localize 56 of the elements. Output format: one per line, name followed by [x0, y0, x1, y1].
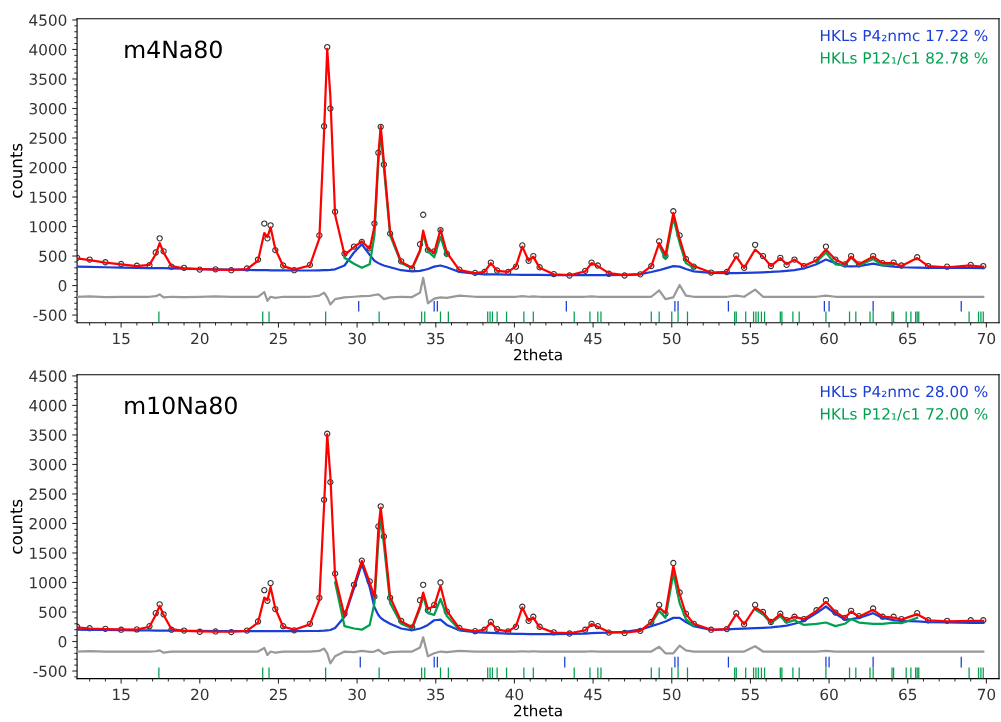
y-tick-label: 2500 — [29, 488, 67, 500]
y-tick-label: 2000 — [29, 517, 67, 530]
y-tick-label: 3500 — [29, 73, 67, 85]
x-tick-label: 70 — [977, 332, 996, 345]
x-tick-label: 50 — [663, 332, 681, 345]
y-tick-label: 4500 — [29, 14, 67, 26]
y-tick-label: 4000 — [29, 399, 67, 412]
y-tick-label: -500 — [33, 665, 67, 678]
y-tick-label: 3500 — [29, 429, 67, 441]
y-tick-label: 4500 — [29, 370, 67, 382]
x-tick-label: 15 — [113, 332, 130, 345]
x-tick-label: 70 — [977, 688, 996, 701]
x-tick-label: 45 — [584, 688, 602, 701]
x-tick-label: 55 — [741, 688, 759, 701]
y-axis-title: counts — [10, 143, 23, 198]
x-tick-label: 15 — [113, 688, 130, 701]
x-tick-label: 35 — [427, 332, 445, 345]
y-axis-title: counts — [10, 499, 23, 554]
y-tick-label: -500 — [33, 309, 67, 322]
x-tick-label: 20 — [191, 688, 209, 701]
x-tick-label: 65 — [899, 688, 917, 701]
text: m10Na80 — [125, 396, 237, 415]
text: HKLs P4₂nmc 17.22 % — [820, 29, 988, 42]
text: HKLs P4₂nmc 28.00 % — [820, 385, 988, 398]
x-tick-label: 30 — [348, 332, 366, 345]
y-tick-label: 3000 — [29, 102, 67, 115]
y-tick-label: 1000 — [30, 576, 67, 589]
x-tick-label: 35 — [427, 688, 445, 701]
y-tick-label: 1500 — [30, 547, 67, 559]
y-tick-label: 500 — [39, 250, 67, 263]
text: m4Na80 — [125, 40, 222, 59]
y-tick-label: 500 — [39, 606, 67, 619]
text: HKLs P12₁/c1 72.00 % — [820, 408, 988, 421]
x-tick-label: 40 — [505, 688, 524, 701]
x-tick-label: 40 — [505, 332, 524, 345]
y-tick-label: 2000 — [29, 161, 67, 174]
x-tick-label: 65 — [899, 332, 917, 345]
y-tick-label: 1000 — [30, 220, 67, 233]
y-tick-label: 0 — [58, 635, 67, 648]
y-tick-label: 1500 — [30, 191, 67, 204]
x-tick-label: 60 — [820, 688, 838, 701]
x-tick-label: 55 — [741, 332, 759, 345]
y-tick-label: 2500 — [29, 132, 67, 145]
y-tick-label: 4000 — [29, 43, 67, 56]
x-tick-label: 45 — [584, 332, 602, 345]
x-tick-label: 30 — [348, 688, 366, 701]
y-tick-label: 3000 — [29, 458, 67, 471]
x-tick-label: 50 — [663, 688, 681, 701]
text: HKLs P12₁/c1 82.78 % — [820, 52, 988, 65]
x-axis-title: 2theta — [514, 704, 562, 717]
x-tick-label: 25 — [269, 688, 287, 701]
x-tick-label: 20 — [191, 332, 209, 345]
x-tick-label: 60 — [820, 332, 838, 345]
y-tick-label: 0 — [58, 280, 67, 292]
x-tick-label: 25 — [269, 332, 287, 345]
x-axis-title: 2theta — [514, 348, 562, 361]
